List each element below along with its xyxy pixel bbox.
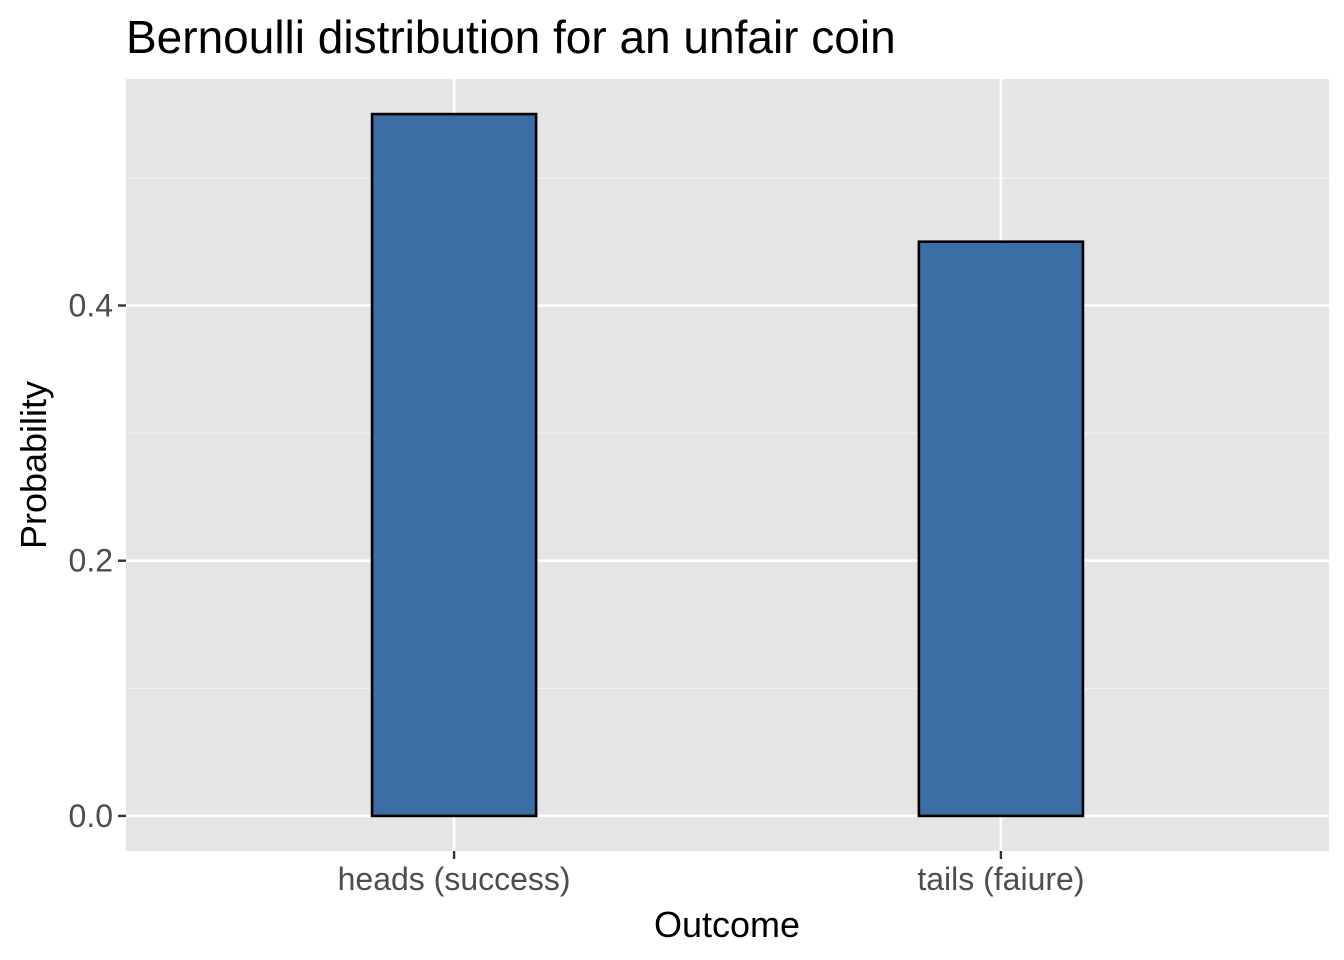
x-axis-title: Outcome: [654, 904, 800, 945]
y-axis-title: Probability: [13, 381, 54, 549]
bar: [370, 112, 538, 818]
y-tick-label: 0.2: [69, 543, 113, 579]
x-axis: heads (success) tails (faiure): [338, 851, 1084, 897]
y-tick-label: 0.0: [69, 798, 113, 834]
bar: [917, 240, 1085, 818]
x-tick-label: heads (success): [338, 861, 571, 897]
y-axis: 0.0 0.2 0.4: [69, 287, 126, 834]
grid-minor: [126, 177, 1329, 689]
x-tick-label: tails (faiure): [917, 861, 1084, 897]
chart-title: Bernoulli distribution for an unfair coi…: [126, 11, 896, 63]
bars: [370, 112, 1085, 818]
plot-panel: [126, 79, 1329, 851]
y-tick-label: 0.4: [69, 287, 113, 323]
